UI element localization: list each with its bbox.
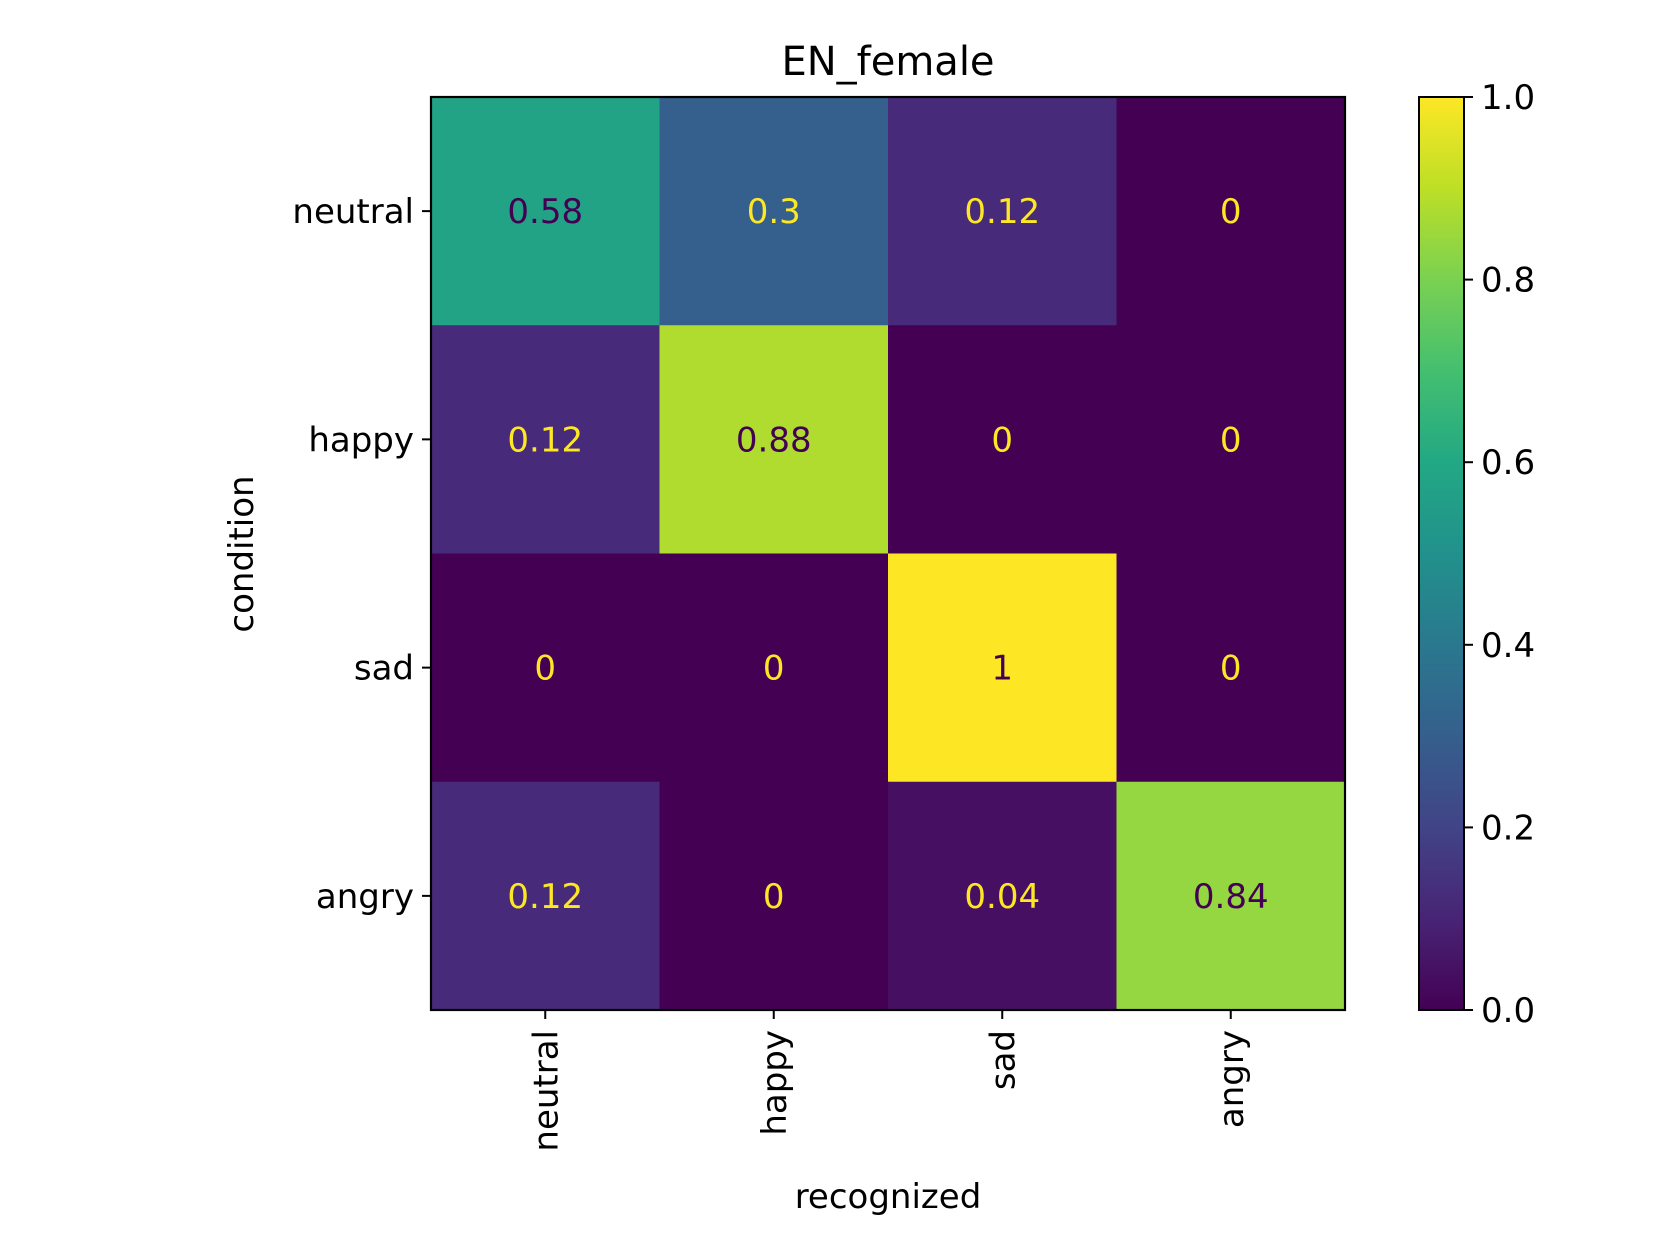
cell-value-label: 1 bbox=[991, 649, 1013, 689]
colorbar-tick-label: 0.8 bbox=[1481, 261, 1535, 301]
colorbar-tick-label: 1.0 bbox=[1481, 78, 1535, 118]
x-axis-label: recognized bbox=[795, 1177, 982, 1217]
heatmap-cell-neutral-happy bbox=[659, 97, 889, 326]
x-tick-label: angry bbox=[1212, 1030, 1252, 1128]
colorbar-tick-label: 0.2 bbox=[1481, 808, 1535, 848]
heatmap-cell-sad-happy bbox=[659, 553, 889, 783]
colorbar-tick-label: 0.4 bbox=[1481, 626, 1535, 666]
heatmap-cell-neutral-neutral bbox=[431, 97, 661, 326]
cell-value-label: 0 bbox=[763, 649, 785, 689]
heatmap-cells: 0.58 0.3 0.12 0 0.12 0.88 0 0 0 0 1 0 0.12 0 0.04 0.84 bbox=[431, 97, 1346, 1011]
heatmap-cell-sad-angry bbox=[1116, 553, 1346, 783]
heatmap-cell-angry-neutral bbox=[431, 781, 661, 1011]
heatmap-cell-angry-angry bbox=[1116, 781, 1346, 1011]
cell-value-label: 0.58 bbox=[507, 192, 583, 232]
heatmap-cell-neutral-sad bbox=[888, 97, 1118, 326]
heatmap-cell-happy-angry bbox=[1116, 325, 1346, 555]
colorbar bbox=[1418, 96, 1465, 1011]
heatmap-cell-sad-neutral bbox=[431, 553, 661, 783]
x-axis-ticks: neutral happy sad angry bbox=[526, 1010, 1252, 1152]
x-tick-label: neutral bbox=[526, 1030, 566, 1152]
y-tick-label: happy bbox=[308, 420, 414, 460]
chart-title: EN_female bbox=[781, 39, 994, 85]
cell-value-label: 0.12 bbox=[507, 420, 583, 460]
colorbar-tick-label: 0.6 bbox=[1481, 443, 1535, 483]
cell-value-label: 0.3 bbox=[747, 192, 801, 232]
colorbar-ticks: 0.0 0.2 0.4 0.6 0.8 1.0 bbox=[1464, 78, 1535, 1031]
cell-value-label: 0.04 bbox=[964, 877, 1040, 917]
cell-value-label: 0.84 bbox=[1193, 877, 1269, 917]
heatmap-cell-sad-sad bbox=[888, 553, 1118, 783]
cell-value-label: 0 bbox=[763, 877, 785, 917]
cell-value-label: 0 bbox=[1220, 192, 1242, 232]
cell-value-label: 0.12 bbox=[507, 877, 583, 917]
x-tick-label: happy bbox=[755, 1030, 795, 1136]
y-tick-label: sad bbox=[354, 649, 414, 689]
heatmap-cell-neutral-angry bbox=[1116, 97, 1346, 326]
heatmap-cell-angry-happy bbox=[659, 781, 889, 1011]
heatmap-cell-happy-neutral bbox=[431, 325, 661, 555]
cell-value-label: 0.88 bbox=[736, 420, 812, 460]
y-axis-ticks: neutral happy sad angry bbox=[292, 192, 431, 917]
cell-value-label: 0 bbox=[1220, 420, 1242, 460]
y-tick-label: neutral bbox=[292, 192, 414, 232]
cell-value-label: 0.12 bbox=[964, 192, 1040, 232]
heatmap-cell-angry-sad bbox=[888, 781, 1118, 1011]
y-axis-label: condition bbox=[222, 475, 262, 632]
x-tick-label: sad bbox=[983, 1030, 1023, 1090]
colorbar-tick-label: 0.0 bbox=[1481, 991, 1535, 1031]
heatmap-cell-happy-happy bbox=[659, 325, 889, 555]
heatmap-cell-happy-sad bbox=[888, 325, 1118, 555]
cell-value-label: 0 bbox=[534, 649, 556, 689]
y-tick-label: angry bbox=[316, 877, 414, 917]
plot-frame bbox=[429, 95, 1347, 1012]
cell-value-label: 0 bbox=[991, 420, 1013, 460]
cell-value-label: 0 bbox=[1220, 649, 1242, 689]
